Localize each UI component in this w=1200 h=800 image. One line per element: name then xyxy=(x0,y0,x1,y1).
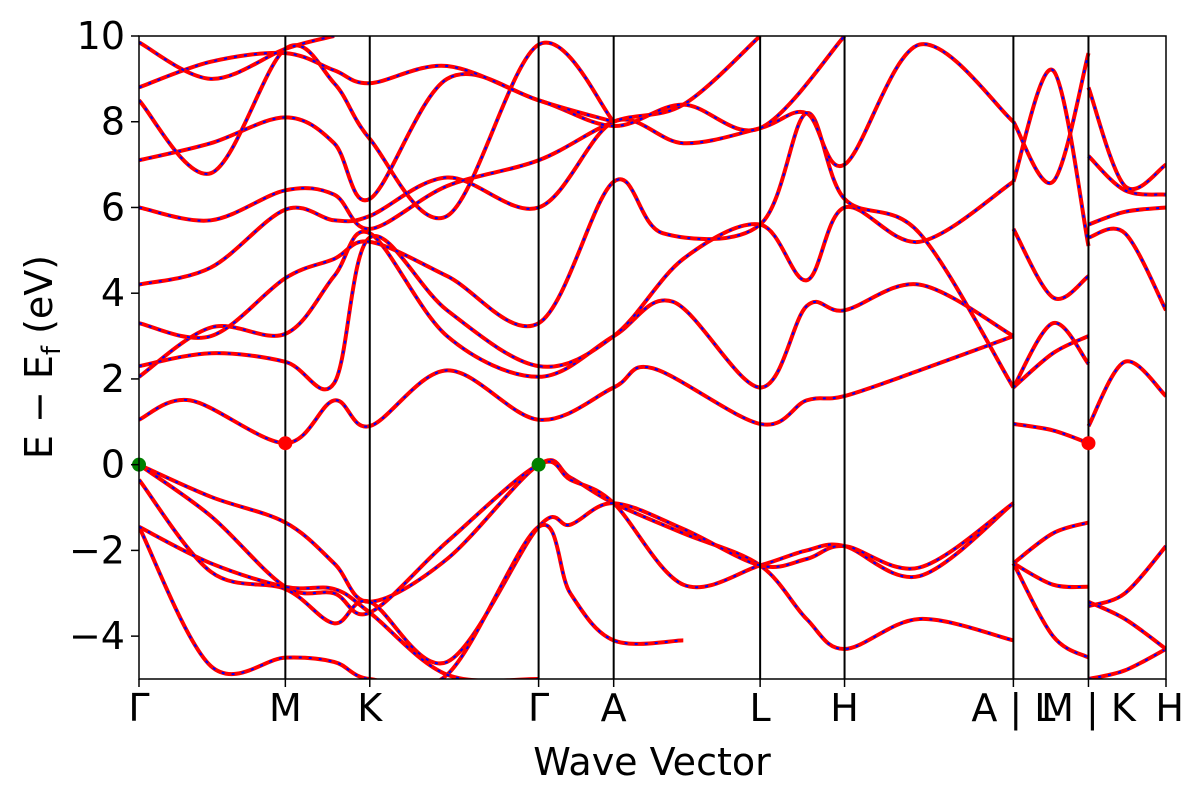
band-line-dash-2 xyxy=(139,479,1014,665)
x-tick-label-6: H xyxy=(830,686,859,730)
band-line-23 xyxy=(1011,52,1091,186)
y-axis-label-main: E − E xyxy=(17,355,61,459)
band-line-dash-21 xyxy=(1012,228,1090,300)
band-line-dash-28 xyxy=(1088,227,1166,311)
y-tick-label-0: −4 xyxy=(69,614,125,658)
plot-frame xyxy=(138,35,1167,680)
band-line-dash-29 xyxy=(1088,206,1166,226)
band-line-11 xyxy=(139,36,846,203)
x-tick-label-9: H xyxy=(1155,686,1184,730)
band-line-dash-10 xyxy=(139,36,761,230)
band-line-dash-17 xyxy=(1012,562,1090,659)
band-line-24 xyxy=(1088,647,1166,679)
y-tick-label-6: 8 xyxy=(101,100,125,144)
band-line-dash-15 xyxy=(1012,521,1089,565)
x-tick-label-7: A | L xyxy=(971,686,1055,731)
highlight-point-3 xyxy=(1081,436,1096,451)
band-line-3 xyxy=(139,522,684,679)
band-line-dash-5 xyxy=(139,335,1014,445)
y-axis-label: E − Ef (eV) xyxy=(17,255,67,459)
band-line-dash-18 xyxy=(1013,422,1089,445)
band-line-dash-0 xyxy=(139,459,1014,651)
band-line-dash-13 xyxy=(139,51,614,123)
x-tick-label-2: K xyxy=(357,686,383,730)
x-axis-label: Wave Vector xyxy=(533,740,771,784)
y-axis-ticks: −4 −2 0 2 4 6 8 10 xyxy=(69,14,139,658)
y-tick-label-2: 0 xyxy=(101,443,125,487)
x-axis-ticks: Γ M K Γ A L H A | LM | K H xyxy=(128,679,1184,731)
band-line-9 xyxy=(139,42,1015,287)
high-symmetry-lines xyxy=(284,36,1090,679)
x-tick-label-8: M | K xyxy=(1041,686,1137,731)
y-tick-label-4: 4 xyxy=(101,271,125,315)
x-tick-label-0: Γ xyxy=(128,686,149,730)
y-tick-label-1: −2 xyxy=(69,528,125,572)
y-axis-label-unit: (eV) xyxy=(17,255,61,346)
x-tick-label-5: L xyxy=(750,686,771,730)
y-tick-label-7: 10 xyxy=(77,14,125,58)
highlight-markers xyxy=(132,436,1096,472)
band-line-dash-31 xyxy=(1087,87,1166,190)
x-tick-label-4: A xyxy=(601,686,627,730)
y-tick-label-5: 6 xyxy=(101,185,125,229)
band-line-14 xyxy=(139,36,335,81)
y-tick-label-3: 2 xyxy=(101,357,125,401)
highlight-point-2 xyxy=(278,436,293,451)
band-line-19 xyxy=(1011,321,1091,389)
band-line-dash-30 xyxy=(1087,155,1166,196)
band-line-dash-26 xyxy=(1088,600,1166,650)
band-line-dash-20 xyxy=(1012,335,1089,389)
x-tick-label-3: Γ xyxy=(528,686,549,730)
highlight-point-1 xyxy=(531,457,546,472)
band-line-27 xyxy=(1086,359,1166,428)
y-axis-label-subscript: f xyxy=(37,345,67,355)
x-tick-label-1: M xyxy=(269,686,302,730)
band-line-dash-16 xyxy=(1012,562,1089,589)
band-line-dash-12 xyxy=(139,41,615,220)
band-line-dash-4 xyxy=(139,525,539,679)
